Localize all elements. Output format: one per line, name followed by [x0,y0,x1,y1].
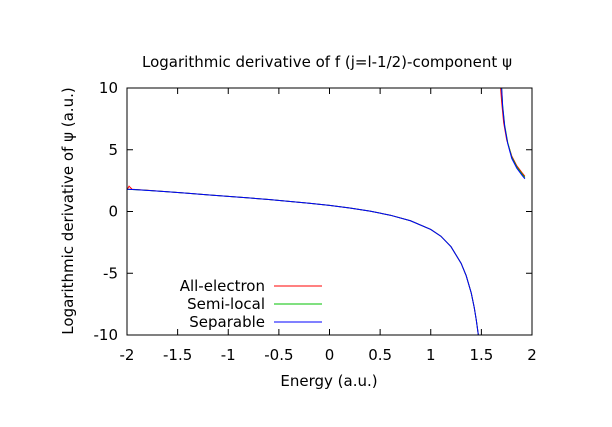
x-tick-label: 0 [325,346,335,364]
y-axis-label: Logarithmic derivative of ψ (a.u.) [59,87,77,334]
x-tick-label: -0.5 [264,346,293,364]
legend-label: Separable [189,313,265,331]
x-tick-label: 0.5 [368,346,392,364]
series-line-all-electron-segment-2 [500,88,526,177]
series-layer [127,88,526,335]
x-tick-label: -1.5 [163,346,192,364]
x-tick-label: 1 [426,346,436,364]
series-line-semi-local-segment-1 [127,188,479,335]
x-tick-label: -2 [120,346,135,364]
y-tick-label: -5 [103,264,118,282]
series-line-separable-segment-2 [501,88,526,180]
y-tick-label: 0 [108,203,118,221]
legend-label: All-electron [180,277,265,295]
chart-title: Logarithmic derivative of f (j=l-1/2)-co… [142,53,512,71]
x-tick-label: -1 [221,346,236,364]
y-tick-label: 10 [99,79,118,97]
plot-frame [126,87,533,336]
legend-label: Semi-local [187,295,265,313]
x-axis-label: Energy (a.u.) [280,372,377,390]
series-clip-group [127,88,526,335]
y-tick-label: -10 [94,326,119,344]
series-line-all-electron-segment-1 [127,185,479,335]
tick-group: -2 -1.5 -1 -0.5 0 0.5 1 1.5 2 -10 -5 0 5 10 [94,79,537,364]
x-tick-label: 1.5 [469,346,493,364]
x-tick-label: 2 [527,346,537,364]
series-line-separable-segment-1 [127,188,479,335]
y-tick-label: 5 [108,141,118,159]
